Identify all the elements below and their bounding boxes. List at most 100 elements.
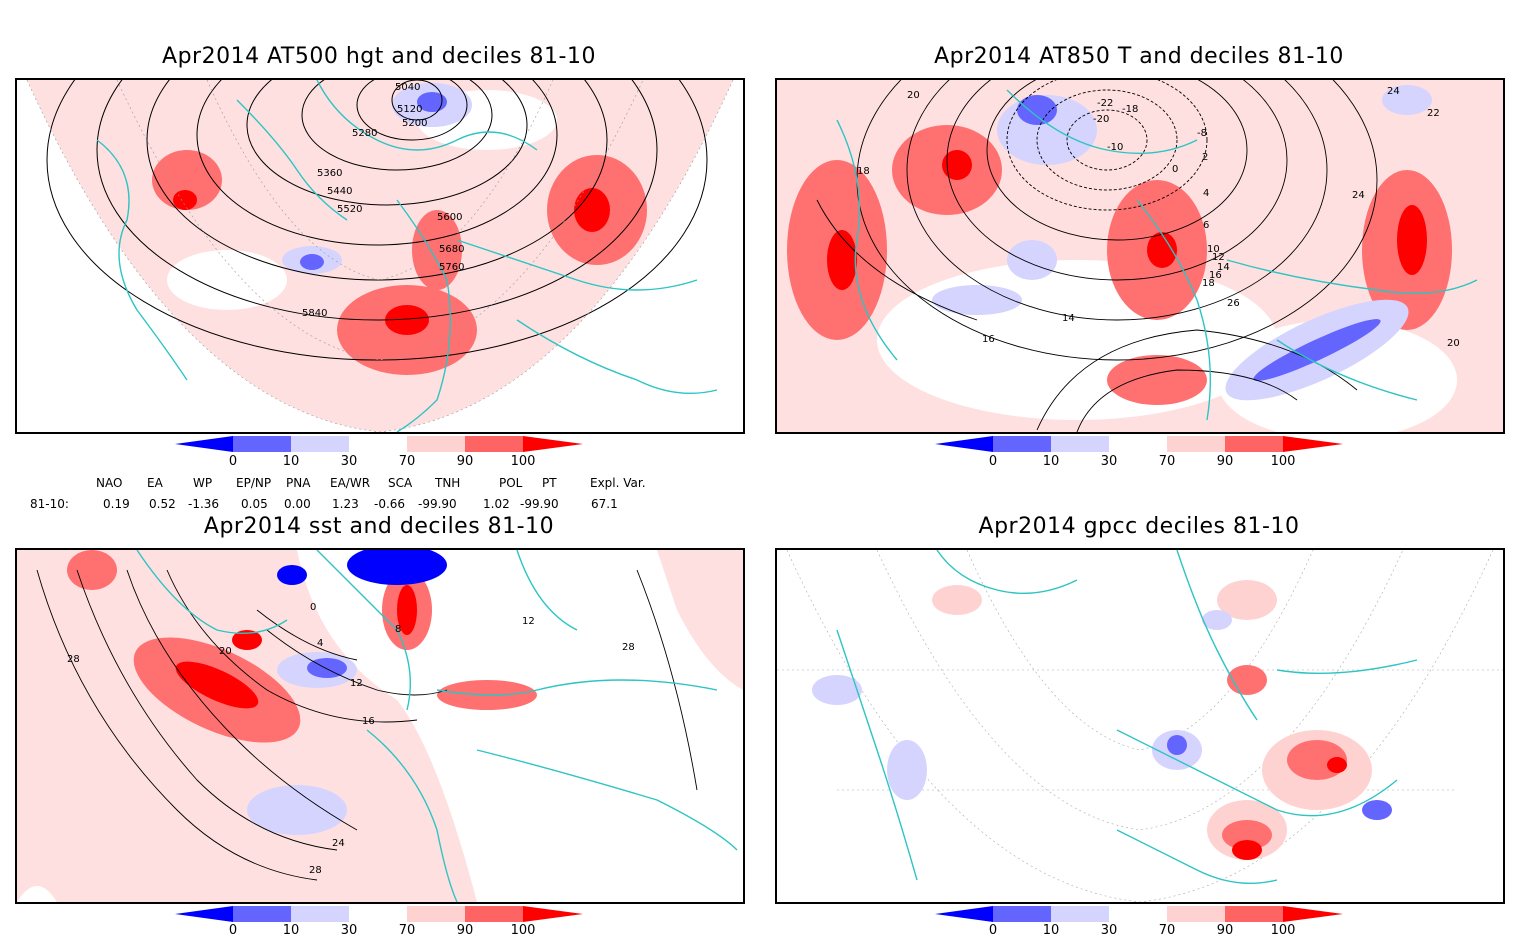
contour-label: 26: [1227, 298, 1240, 309]
cb-label: 100: [510, 923, 536, 938]
contour-label: 14: [1217, 262, 1230, 273]
map-hgt: 5040 5120 5200 5280 5360 5440 5520 5600 …: [17, 80, 743, 432]
contour-label: 0: [310, 602, 316, 613]
contour-label: 5360: [317, 168, 342, 179]
cb-label: 10: [282, 454, 300, 469]
colorbar-sst: 0 10 30 70 90 100: [175, 906, 585, 940]
cb-swatch: [175, 436, 233, 452]
contour-label: 24: [332, 838, 345, 849]
index-value: 0.05: [241, 497, 268, 511]
cb-label: 100: [510, 454, 536, 469]
cb-label: 30: [1100, 454, 1118, 469]
map-t850: -22 -18 -20 -8 -10 2 0 4 6 10 12 14 16 1…: [777, 80, 1503, 432]
cb-label: 0: [988, 454, 998, 469]
coastlines: [96, 80, 718, 432]
cb-label: 90: [1216, 454, 1234, 469]
index-value: -1.36: [188, 497, 220, 511]
contour-label: 12: [1212, 252, 1225, 263]
cb-label: 30: [340, 923, 358, 938]
cb-label: 0: [228, 454, 238, 469]
index-header: NAO: [96, 476, 123, 490]
map-panel-t850: -22 -18 -20 -8 -10 2 0 4 6 10 12 14 16 1…: [775, 78, 1505, 434]
contour-label: 28: [309, 865, 322, 876]
index-header: TNH: [435, 476, 461, 490]
index-header: PT: [542, 476, 557, 490]
cb-label: 0: [988, 923, 998, 938]
index-header: EA: [147, 476, 163, 490]
index-value: 0.00: [284, 497, 311, 511]
colorbar-t850: 0 10 30 70 90 100: [935, 436, 1345, 476]
contour-label: 5040: [395, 82, 420, 93]
contour-label: 16: [362, 716, 375, 727]
contour-label: 12: [350, 678, 363, 689]
cb-label: 90: [456, 454, 474, 469]
cb-label: 0: [228, 923, 238, 938]
cb-label: 70: [1158, 454, 1176, 469]
map-panel-sst: 0 4 8 12 16 20 24 28 28 28 12: [15, 548, 745, 904]
panel-title-hgt: Apr2014 AT500 hgt and deciles 81-10: [162, 44, 596, 69]
contour-label: 5520: [337, 204, 362, 215]
index-header: EP/NP: [236, 476, 272, 490]
contour-label: 5840: [302, 308, 327, 319]
contour-label: -18: [1122, 104, 1138, 115]
cb-swatch: [233, 436, 291, 452]
contour-label: 16: [982, 334, 995, 345]
cb-label: 10: [282, 923, 300, 938]
panel-title-t850: Apr2014 AT850 T and deciles 81-10: [934, 44, 1344, 69]
contour-label: -8: [1197, 128, 1207, 139]
cb-label: 30: [1100, 923, 1118, 938]
index-value: -0.66: [374, 497, 406, 511]
colorbar-gpcc: 0 10 30 70 90 100: [935, 906, 1345, 940]
cb-label: 70: [1158, 923, 1176, 938]
contour-label: 18: [1202, 278, 1215, 289]
map-panel-gpcc: [775, 548, 1505, 904]
cb-label: 70: [398, 923, 416, 938]
contour-label: 0: [1172, 164, 1178, 175]
cb-swatch: [349, 436, 407, 452]
map-gpcc: [777, 550, 1503, 902]
contour-label: 28: [67, 654, 80, 665]
contour-label: 5120: [397, 104, 422, 115]
index-value: 67.1: [591, 497, 618, 511]
contour-label: 5200: [402, 118, 427, 129]
contour-label: 10: [1207, 244, 1220, 255]
positive-anomaly: [152, 150, 222, 210]
cb-label: 90: [456, 923, 474, 938]
map-panel-hgt: 5040 5120 5200 5280 5360 5440 5520 5600 …: [15, 78, 745, 434]
contour-label: -20: [1093, 114, 1109, 125]
contour-label: 5760: [439, 262, 464, 273]
cb-label: 100: [1270, 454, 1296, 469]
index-header: EA/WR: [330, 476, 371, 490]
contour-label: 16: [1209, 270, 1222, 281]
index-row-label: 81-10:: [30, 497, 69, 511]
colorbar-hgt: 0 10 30 70 90 100: [175, 436, 585, 476]
index-header: SCA: [388, 476, 413, 490]
contour-label: 20: [1447, 338, 1460, 349]
contour-label: -10: [1107, 142, 1123, 153]
cb-swatch: [523, 436, 583, 452]
contour-label: 22: [1427, 108, 1440, 119]
cb-label: 10: [1042, 923, 1060, 938]
contour-label: 5600: [437, 212, 462, 223]
index-value: -99.90: [418, 497, 457, 511]
cb-label: 90: [1216, 923, 1234, 938]
index-header: POL: [499, 476, 523, 490]
contour-label: -22: [1097, 98, 1113, 109]
contour-label: 12: [522, 616, 535, 627]
cb-swatch: [407, 436, 465, 452]
contour-label: 20: [907, 90, 920, 101]
contour-label: 24: [1352, 190, 1365, 201]
contour-label: 20: [219, 646, 232, 657]
contour-label: 28: [622, 642, 635, 653]
contour-label: 5680: [439, 244, 464, 255]
cb-label: 30: [340, 454, 358, 469]
contour-label: 5280: [352, 128, 377, 139]
index-header: Expl. Var.: [590, 476, 646, 490]
index-value: 1.23: [332, 497, 359, 511]
contour-label: 18: [857, 166, 870, 177]
panel-title-sst: Apr2014 sst and deciles 81-10: [203, 514, 555, 539]
index-header: PNA: [286, 476, 311, 490]
cb-label: 10: [1042, 454, 1060, 469]
index-value: -99.90: [520, 497, 559, 511]
cb-label: 100: [1270, 923, 1296, 938]
